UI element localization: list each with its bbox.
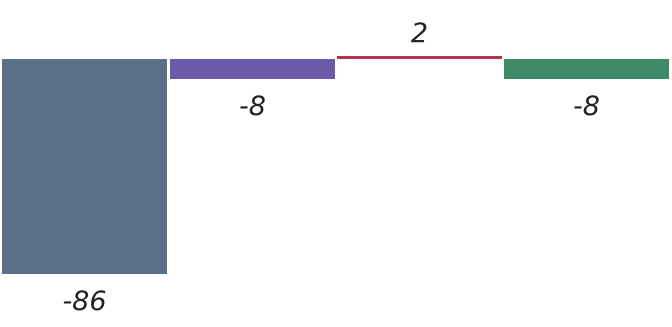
data-label-3: 2	[411, 18, 428, 49]
data-label-2: -8	[239, 91, 266, 122]
bar-1	[2, 59, 167, 274]
bar-3	[337, 56, 502, 59]
labels-group: -86 -8 2 -8	[62, 18, 600, 317]
bars-group	[2, 56, 669, 274]
data-label-4: -8	[573, 91, 600, 122]
data-label-1: -86	[62, 286, 106, 317]
bar-4	[504, 59, 669, 79]
bar-2	[170, 59, 335, 79]
